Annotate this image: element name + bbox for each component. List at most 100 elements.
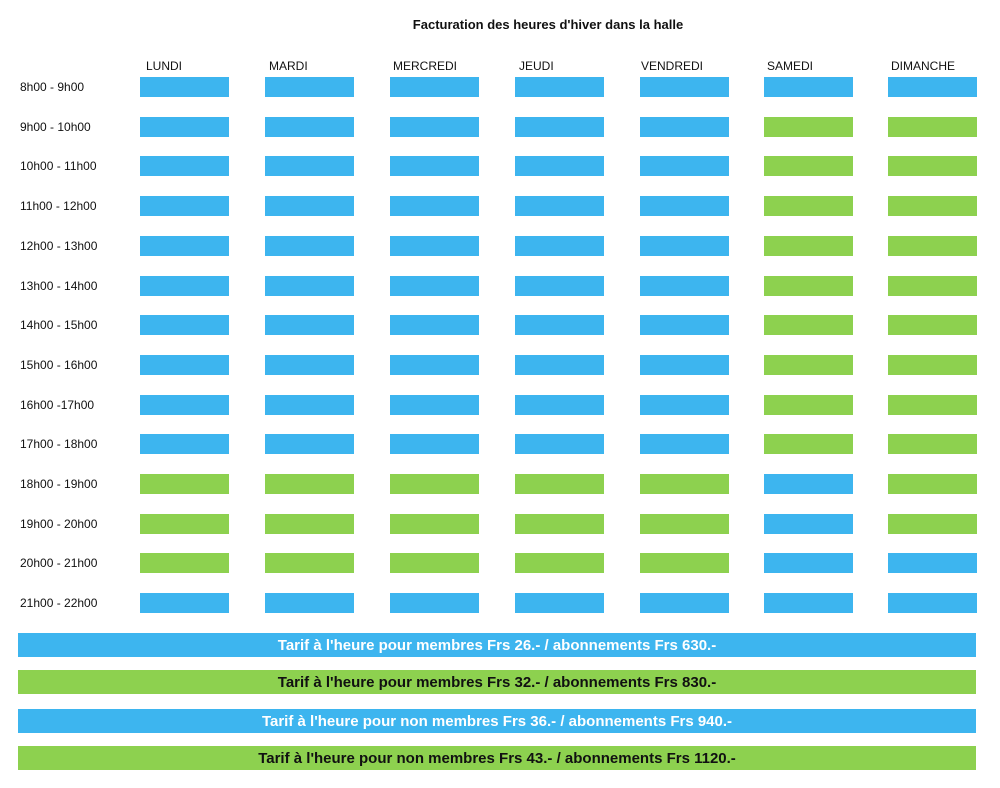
schedule-cell-green [515,553,604,573]
day-header: VENDREDI [641,59,704,73]
schedule-cell-blue [390,276,479,296]
schedule-cell-green [764,236,853,256]
schedule-cell-green [888,355,977,375]
schedule-cell-blue [140,236,229,256]
day-header: MARDI [269,59,308,73]
schedule-cell-blue [640,395,729,415]
rate-text: Tarif à l'heure pour membres Frs 26.- / … [277,636,717,654]
schedule-cell-blue [390,236,479,256]
schedule-cell-blue [390,77,479,97]
schedule-cell-blue [390,593,479,613]
schedule-cell-green [764,196,853,216]
schedule-cell-green [140,474,229,494]
schedule-cell-green [888,236,977,256]
schedule-cell-blue [640,117,729,137]
schedule-cell-green [888,395,977,415]
time-slot-label: 15h00 - 16h00 [20,358,98,372]
schedule-cell-blue [140,395,229,415]
time-slot-label: 12h00 - 13h00 [20,239,98,253]
schedule-cell-green [888,276,977,296]
schedule-cell-green [764,355,853,375]
schedule-cell-green [390,474,479,494]
schedule-cell-green [515,514,604,534]
schedule-cell-green [640,474,729,494]
schedule-cell-blue [888,593,977,613]
schedule-cell-blue [515,196,604,216]
rate-banner-green: Tarif à l'heure pour non membres Frs 43.… [18,746,976,770]
schedule-cell-blue [390,355,479,375]
schedule-cell-green [390,553,479,573]
rate-text: Tarif à l'heure pour non membres Frs 36.… [261,712,733,730]
schedule-cell-green [265,474,354,494]
schedule-cell-blue [265,77,354,97]
schedule-cell-blue [390,196,479,216]
schedule-cell-blue [764,514,853,534]
schedule-cell-blue [265,593,354,613]
rate-text: Tarif à l'heure pour non membres Frs 43.… [258,749,736,767]
schedule-cell-green [764,315,853,335]
schedule-cell-green [888,196,977,216]
schedule-cell-blue [640,196,729,216]
schedule-cell-blue [764,77,853,97]
schedule-cell-green [390,514,479,534]
schedule-cell-green [140,553,229,573]
schedule-cell-blue [515,355,604,375]
time-slot-label: 13h00 - 14h00 [20,279,98,293]
schedule-cell-green [764,276,853,296]
schedule-cell-blue [515,236,604,256]
page-title: Facturation des heures d'hiver dans la h… [412,17,684,32]
time-slot-label: 10h00 - 11h00 [20,159,97,173]
schedule-cell-blue [140,276,229,296]
schedule-cell-blue [888,77,977,97]
day-header: SAMEDI [767,59,814,73]
schedule-cell-blue [764,593,853,613]
schedule-cell-blue [640,156,729,176]
schedule-cell-blue [140,117,229,137]
schedule-cell-blue [640,315,729,335]
schedule-cell-blue [140,196,229,216]
schedule-cell-green [888,474,977,494]
schedule-cell-blue [265,276,354,296]
schedule-cell-blue [265,117,354,137]
schedule-cell-green [888,117,977,137]
schedule-cell-blue [515,156,604,176]
schedule-cell-blue [390,156,479,176]
schedule-cell-blue [640,77,729,97]
schedule-cell-blue [515,77,604,97]
schedule-cell-green [140,514,229,534]
time-slot-label: 18h00 - 19h00 [20,477,98,491]
schedule-cell-blue [515,434,604,454]
time-slot-label: 17h00 - 18h00 [20,437,98,451]
schedule-cell-green [764,156,853,176]
schedule-cell-green [640,553,729,573]
schedule-cell-blue [140,434,229,454]
time-slot-label: 16h00 -17h00 [20,398,95,412]
day-header: JEUDI [519,59,554,73]
time-slot-label: 14h00 - 15h00 [20,318,98,332]
schedule-cell-green [640,514,729,534]
schedule-cell-green [764,117,853,137]
schedule-cell-green [515,474,604,494]
schedule-cell-blue [764,474,853,494]
schedule-cell-green [764,434,853,454]
schedule-cell-blue [265,434,354,454]
schedule-cell-blue [140,355,229,375]
schedule-cell-blue [640,236,729,256]
day-header: MERCREDI [393,59,458,73]
schedule-cell-blue [140,593,229,613]
schedule-cell-green [764,395,853,415]
rate-text: Tarif à l'heure pour membres Frs 32.- / … [277,673,717,691]
schedule-cell-blue [265,196,354,216]
time-slot-label: 21h00 - 22h00 [20,596,98,610]
schedule-cell-green [888,315,977,335]
rate-banner-blue: Tarif à l'heure pour membres Frs 26.- / … [18,633,976,657]
time-slot-label: 20h00 - 21h00 [20,556,98,570]
rate-banner-green: Tarif à l'heure pour membres Frs 32.- / … [18,670,976,694]
schedule-cell-blue [265,236,354,256]
schedule-cell-blue [640,434,729,454]
schedule-cell-green [265,514,354,534]
schedule-cell-blue [390,315,479,335]
schedule-cell-green [888,156,977,176]
schedule-cell-blue [515,276,604,296]
schedule-cell-blue [265,395,354,415]
